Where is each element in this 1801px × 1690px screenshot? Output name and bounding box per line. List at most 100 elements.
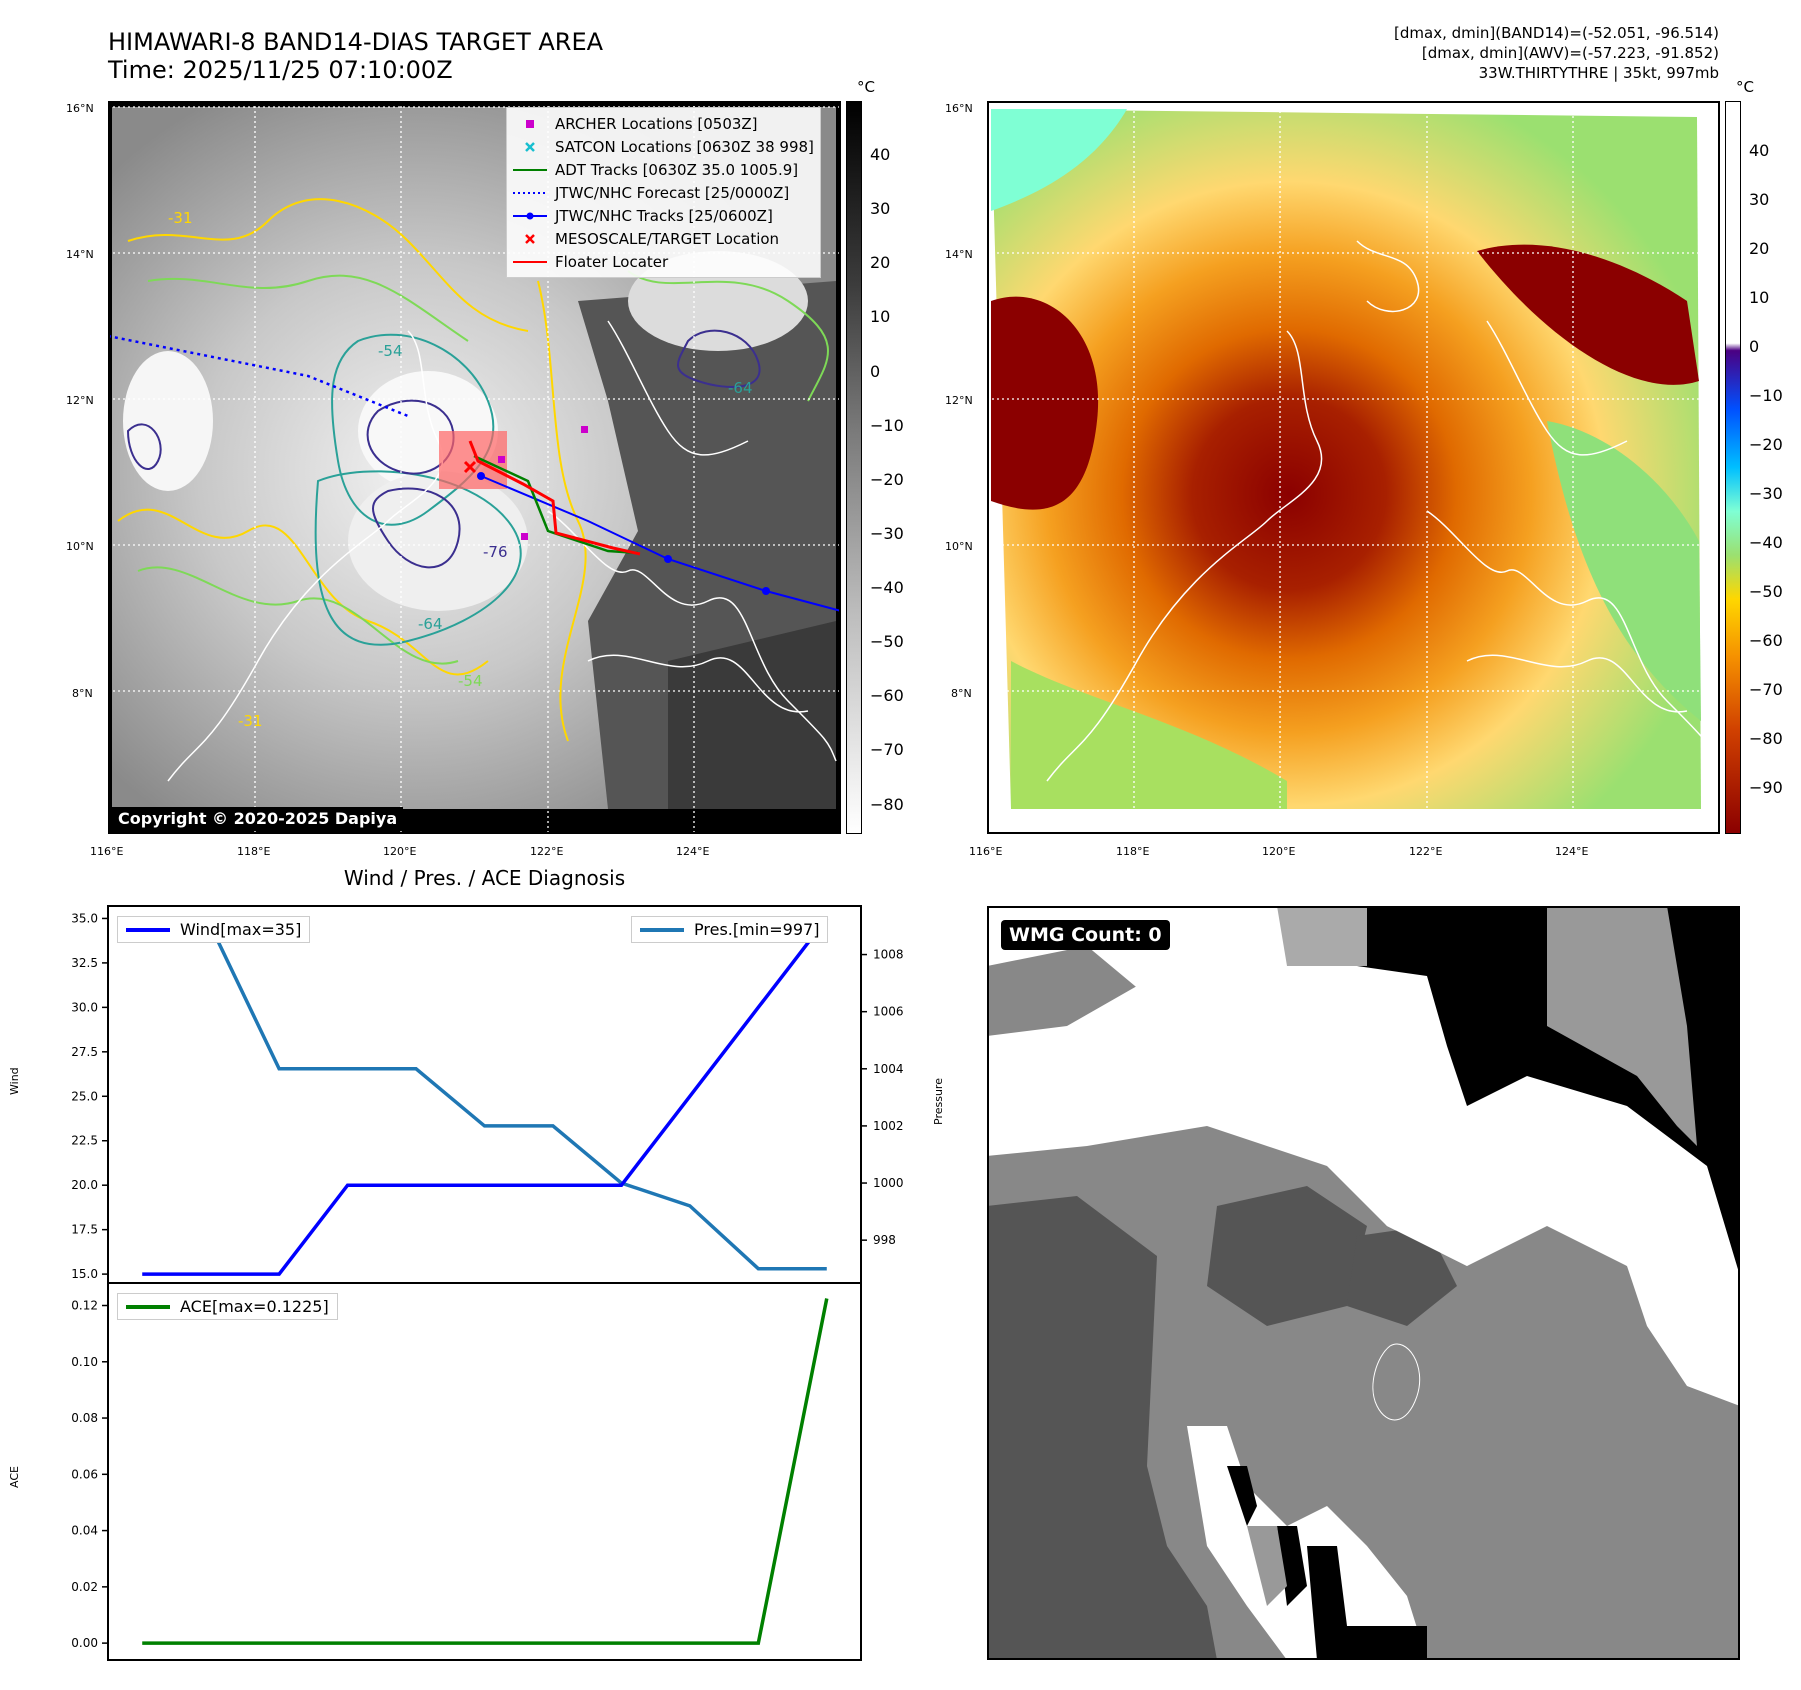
- awv-colorbar: [1725, 101, 1741, 834]
- colorbar-label: −10: [870, 416, 904, 435]
- y-tick-label: 32.5: [71, 956, 98, 970]
- pres-yticks: 1008 1006 1004 1002 1000 998: [861, 948, 904, 1247]
- awv-map-image: [989, 103, 1718, 832]
- figure-title: HIMAWARI-8 BAND14-DIAS TARGET AREA: [108, 28, 604, 56]
- ace-yticks: 0.12 0.10 0.08 0.06 0.04 0.02 0.00: [71, 1299, 108, 1650]
- jtwc-track-point: [664, 555, 672, 563]
- legend-item-jtwc-forecast: JTWC/NHC Forecast [25/0000Z]: [513, 183, 790, 202]
- left-map-legend: ARCHER Locations [0503Z] SATCON Location…: [506, 107, 821, 278]
- y-tick-label: 0.06: [71, 1467, 98, 1481]
- legend-item-archer: ARCHER Locations [0503Z]: [513, 112, 814, 135]
- y-tick-label: 0.12: [71, 1299, 98, 1313]
- wmg-panel: WMG Count: 0: [987, 906, 1740, 1660]
- awv-map-panel: [987, 101, 1720, 834]
- archer-marker: [581, 426, 588, 433]
- floater-box: [439, 431, 507, 489]
- y-tick-label: 1002: [873, 1119, 904, 1133]
- wmg-count-badge: WMG Count: 0: [1001, 920, 1170, 950]
- colorbar-label: −20: [870, 470, 904, 489]
- band14-colorbar: [846, 101, 862, 834]
- y-tick-label: 998: [873, 1233, 896, 1247]
- lat-label: 16°N: [66, 102, 94, 115]
- lon-label: 118°E: [1116, 845, 1150, 858]
- lon-label: 116°E: [90, 845, 124, 858]
- wmg-image: [989, 908, 1738, 1658]
- info-storm: 33W.THIRTYTHRE | 35kt, 997mb: [1478, 64, 1719, 82]
- legend-item-satcon: SATCON Locations [0630Z 38 998]: [513, 135, 814, 158]
- lat-label: 10°N: [66, 540, 94, 553]
- y-tick-label: 0.08: [71, 1411, 98, 1425]
- colorbar-label: 20: [870, 253, 891, 272]
- colorbar-label: −70: [870, 740, 904, 759]
- colorbar-label: 10: [1749, 288, 1770, 307]
- ace-legend: ACE[max=0.1225]: [117, 1293, 338, 1320]
- contour-label: -31: [238, 712, 263, 730]
- colorbar-label: −50: [870, 632, 904, 651]
- colorbar-label: −90: [1749, 778, 1783, 797]
- lon-label: 120°E: [383, 845, 417, 858]
- colorbar-label: −80: [870, 795, 904, 814]
- ace-axes: [107, 1282, 862, 1661]
- colorbar-label: −20: [1749, 435, 1783, 454]
- pressure-series-line: [142, 924, 827, 1271]
- lat-label: 8°N: [72, 687, 93, 700]
- pressure-legend: Pres.[min=997]: [631, 916, 829, 943]
- diagnosis-title: Wind / Pres. / ACE Diagnosis: [343, 866, 626, 890]
- colorbar-label: −70: [1749, 680, 1783, 699]
- y-tick-label: 1000: [873, 1176, 904, 1190]
- contour-label: -54: [458, 672, 483, 690]
- colorbar-label: −30: [1749, 484, 1783, 503]
- colorbar-label: 0: [1749, 337, 1760, 356]
- jtwc-track-point: [762, 587, 770, 595]
- y-tick-label: 20.0: [71, 1178, 98, 1192]
- legend-item-jtwc-tracks: JTWC/NHC Tracks [25/0600Z]: [513, 204, 814, 227]
- legend-item-floater: Floater Locater: [513, 252, 669, 271]
- wind-yticks: 35.0 32.5 30.0 27.5 25.0 22.5 20.0 17.5 15.0: [71, 911, 108, 1281]
- wind-legend: Wind[max=35]: [117, 916, 311, 943]
- copyright-label: Copyright © 2020-2025 Dapiya: [112, 807, 404, 830]
- legend-item-target: MESOSCALE/TARGET Location: [513, 227, 814, 250]
- colorbar-label: −50: [1749, 582, 1783, 601]
- band14-colorbar-unit: °C: [857, 78, 875, 96]
- contour-label: -64: [728, 379, 753, 397]
- lat-label: 8°N: [951, 687, 972, 700]
- jtwc-track-point: [477, 472, 485, 480]
- y-tick-label: 35.0: [71, 911, 98, 925]
- lon-label: 116°E: [969, 845, 1003, 858]
- y-tick-label: 1004: [873, 1062, 904, 1076]
- colorbar-label: −80: [1749, 729, 1783, 748]
- archer-marker: [521, 533, 528, 540]
- y-tick-label: 30.0: [71, 1000, 98, 1014]
- colorbar-label: 20: [1749, 239, 1770, 258]
- colorbar-label: −30: [870, 524, 904, 543]
- y-tick-label: 27.5: [71, 1045, 98, 1059]
- lat-label: 10°N: [945, 540, 973, 553]
- y-tick-label: 15.0: [71, 1267, 98, 1281]
- y-tick-label: 0.04: [71, 1524, 98, 1538]
- lon-label: 118°E: [237, 845, 271, 858]
- colorbar-label: −40: [1749, 533, 1783, 552]
- contour-label: -54: [378, 342, 403, 360]
- jtwc-forecast-line: [110, 335, 409, 418]
- y-tick-label: 1008: [873, 948, 904, 962]
- colorbar-label: 10: [870, 307, 891, 326]
- y-tick-label: 22.5: [71, 1134, 98, 1148]
- colorbar-label: 40: [1749, 141, 1770, 160]
- lat-label: 16°N: [945, 102, 973, 115]
- colorbar-label: 0: [870, 362, 881, 381]
- colorbar-label: 40: [870, 145, 891, 164]
- legend-item-adt: ADT Tracks [0630Z 35.0 1005.9]: [513, 160, 799, 179]
- colorbar-label: −40: [870, 578, 904, 597]
- colorbar-label: −10: [1749, 386, 1783, 405]
- colorbar-label: 30: [870, 199, 891, 218]
- lon-label: 124°E: [676, 845, 710, 858]
- floater-locater-line: [468, 440, 641, 556]
- y-tick-label: 0.00: [71, 1636, 98, 1650]
- lat-label: 14°N: [945, 248, 973, 261]
- lat-label: 12°N: [66, 394, 94, 407]
- wind-series-line: [142, 917, 829, 1276]
- y-tick-label: 17.5: [71, 1223, 98, 1237]
- target-marker: [463, 460, 477, 474]
- lon-label: 124°E: [1555, 845, 1589, 858]
